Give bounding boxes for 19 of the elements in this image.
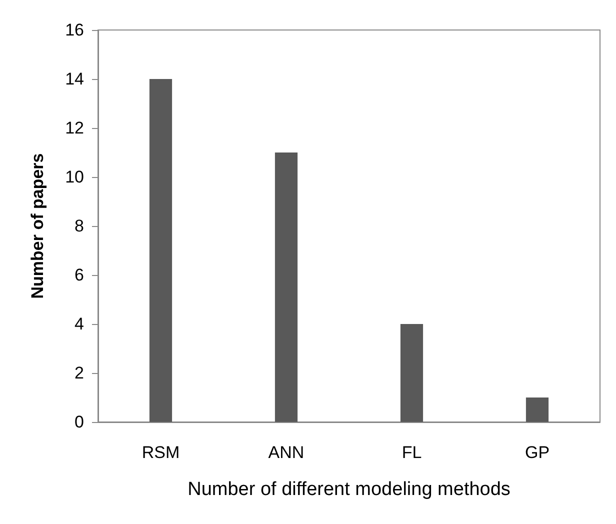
y-tick-label: 2 [74,364,84,382]
y-tick-label: 16 [65,20,84,40]
bar [526,398,549,422]
x-axis-title: Number of different modeling methods [188,479,510,500]
x-tick-label: GP [524,443,550,462]
y-tick-label: 8 [74,216,84,236]
bar [149,79,172,422]
x-tick-label: FL [402,443,422,462]
x-tick-label: RSM [142,443,180,462]
y-tick-label: 6 [74,266,84,284]
bar [400,324,424,422]
y-tick-label: 12 [65,118,84,138]
y-tick-label: 0 [74,412,84,432]
y-tick-label: 14 [65,70,84,88]
y-tick-label: 10 [65,168,84,186]
y-tick-label: 4 [74,314,84,334]
x-tick-label: ANN [268,443,304,462]
bar [274,152,298,422]
y-axis-title: Number of papers [28,153,47,299]
